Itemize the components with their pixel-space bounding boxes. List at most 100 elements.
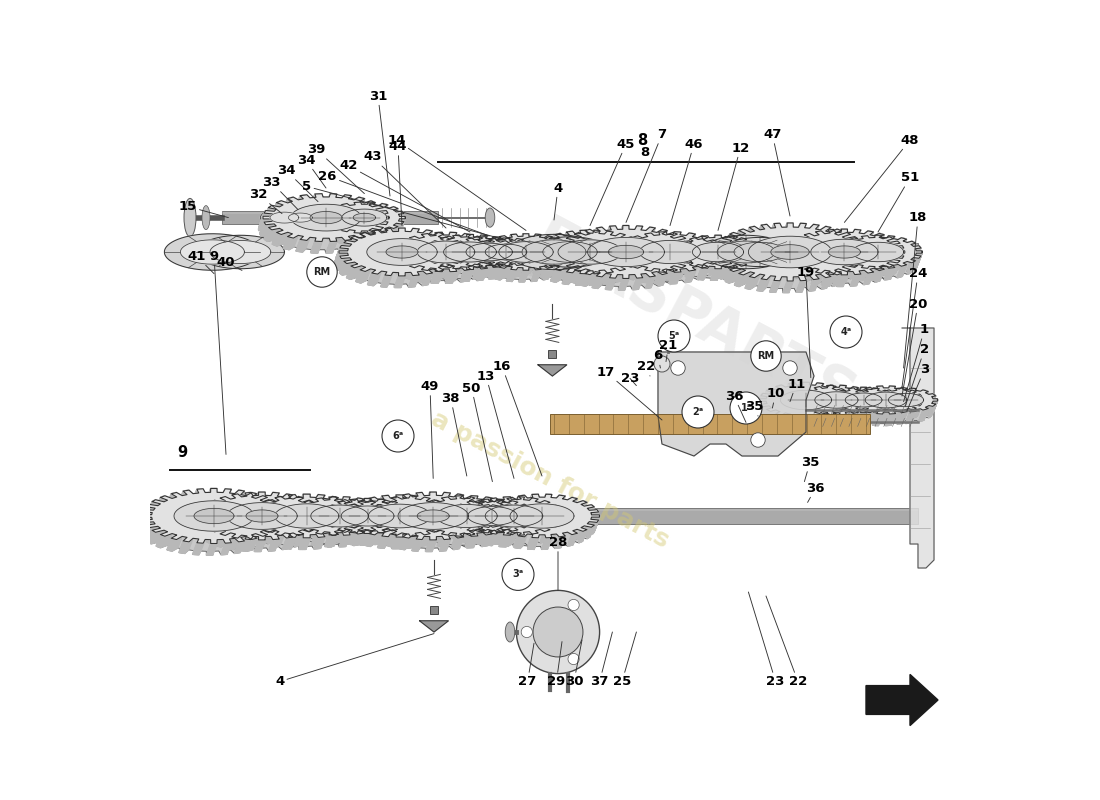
Polygon shape: [402, 526, 407, 537]
Polygon shape: [437, 498, 442, 510]
Polygon shape: [250, 493, 255, 505]
Polygon shape: [634, 226, 638, 238]
Polygon shape: [557, 537, 561, 548]
Polygon shape: [851, 266, 856, 278]
Polygon shape: [230, 538, 235, 550]
Polygon shape: [854, 390, 859, 402]
Polygon shape: [446, 256, 450, 268]
Polygon shape: [837, 390, 842, 402]
Polygon shape: [557, 239, 561, 251]
Polygon shape: [378, 228, 383, 239]
Polygon shape: [414, 275, 418, 286]
Polygon shape: [837, 230, 842, 242]
Polygon shape: [849, 414, 854, 425]
Polygon shape: [456, 504, 461, 516]
Polygon shape: [845, 406, 849, 418]
Polygon shape: [553, 270, 559, 282]
Polygon shape: [257, 540, 262, 551]
Polygon shape: [266, 504, 279, 518]
Polygon shape: [341, 511, 345, 522]
Polygon shape: [847, 405, 851, 417]
Polygon shape: [515, 536, 520, 548]
Polygon shape: [593, 510, 597, 522]
Polygon shape: [475, 530, 480, 542]
Polygon shape: [321, 222, 326, 234]
Polygon shape: [338, 502, 342, 513]
Polygon shape: [685, 233, 691, 245]
Polygon shape: [829, 386, 834, 398]
Polygon shape: [559, 262, 572, 275]
Polygon shape: [572, 498, 578, 510]
Polygon shape: [796, 406, 801, 418]
Polygon shape: [494, 502, 498, 514]
Polygon shape: [355, 234, 361, 246]
Polygon shape: [261, 501, 265, 513]
Polygon shape: [490, 238, 494, 250]
Polygon shape: [256, 492, 261, 503]
Polygon shape: [503, 497, 508, 508]
Polygon shape: [701, 268, 706, 280]
Polygon shape: [411, 522, 416, 534]
Polygon shape: [481, 506, 595, 550]
Polygon shape: [346, 239, 351, 251]
Polygon shape: [637, 262, 641, 274]
Polygon shape: [504, 238, 508, 250]
Polygon shape: [449, 238, 453, 250]
Polygon shape: [421, 498, 426, 509]
Polygon shape: [859, 413, 864, 424]
Polygon shape: [544, 237, 549, 248]
Polygon shape: [265, 228, 269, 240]
Polygon shape: [515, 262, 520, 274]
Polygon shape: [851, 391, 856, 403]
Polygon shape: [672, 258, 676, 270]
Polygon shape: [442, 264, 453, 278]
Polygon shape: [486, 262, 491, 274]
Polygon shape: [466, 497, 471, 508]
Polygon shape: [478, 243, 484, 255]
Text: 34: 34: [297, 154, 326, 188]
Polygon shape: [568, 247, 572, 258]
Polygon shape: [350, 266, 362, 279]
Polygon shape: [334, 251, 339, 262]
Polygon shape: [905, 412, 910, 423]
Polygon shape: [422, 234, 427, 246]
Polygon shape: [355, 502, 360, 513]
Polygon shape: [378, 207, 383, 218]
Polygon shape: [837, 242, 842, 254]
Polygon shape: [463, 234, 467, 246]
Polygon shape: [826, 399, 830, 411]
Polygon shape: [476, 266, 482, 278]
Polygon shape: [468, 526, 472, 538]
Polygon shape: [878, 386, 882, 398]
Polygon shape: [644, 253, 648, 264]
Polygon shape: [446, 248, 450, 259]
Polygon shape: [871, 401, 876, 413]
Polygon shape: [377, 499, 383, 511]
Polygon shape: [814, 387, 818, 398]
Polygon shape: [843, 271, 847, 283]
Polygon shape: [432, 271, 437, 283]
Polygon shape: [422, 246, 427, 258]
Polygon shape: [559, 536, 563, 548]
Polygon shape: [280, 522, 285, 533]
Polygon shape: [874, 411, 879, 423]
Polygon shape: [376, 499, 381, 510]
Polygon shape: [421, 248, 426, 259]
Text: 5: 5: [302, 180, 506, 240]
Polygon shape: [365, 498, 371, 510]
Polygon shape: [284, 198, 288, 210]
Polygon shape: [340, 497, 344, 508]
Polygon shape: [414, 229, 419, 241]
Polygon shape: [456, 262, 464, 274]
Polygon shape: [470, 530, 476, 543]
Polygon shape: [728, 236, 734, 248]
Polygon shape: [828, 414, 833, 426]
Polygon shape: [304, 501, 308, 513]
Polygon shape: [916, 395, 921, 406]
Polygon shape: [427, 242, 431, 254]
Polygon shape: [425, 502, 430, 513]
Polygon shape: [421, 247, 426, 259]
Polygon shape: [503, 262, 508, 274]
Polygon shape: [933, 400, 937, 412]
Polygon shape: [507, 501, 513, 512]
